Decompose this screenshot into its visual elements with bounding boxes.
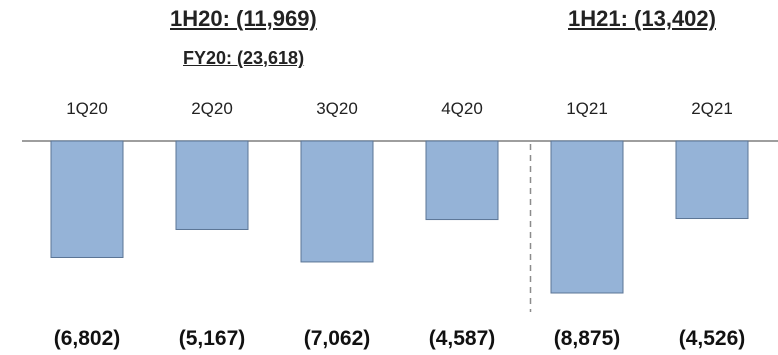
bar-1q21 [550, 140, 624, 294]
h1-2021-title: 1H21: (13,402) [568, 6, 716, 31]
category-label: 4Q20 [441, 99, 483, 118]
bar-3q20 [300, 140, 374, 263]
bar-2q20 [175, 140, 249, 230]
value-label: (4,587) [429, 327, 496, 350]
h1-2020-title: 1H20: (11,969) [170, 6, 317, 31]
category-label: 1Q21 [566, 99, 608, 118]
bar-4q20 [425, 140, 499, 221]
bar-2q21 [675, 140, 749, 220]
value-label: (4,526) [679, 327, 746, 350]
category-label: 2Q21 [691, 99, 733, 118]
value-label: (8,875) [554, 327, 621, 350]
category-label: 2Q20 [191, 99, 233, 118]
bar-1q20 [50, 140, 124, 258]
fy-2020-title: FY20: (23,618) [183, 48, 305, 68]
value-label: (7,062) [304, 327, 371, 350]
value-label: (5,167) [179, 327, 246, 350]
category-label: 1Q20 [66, 99, 108, 118]
value-label: (6,802) [54, 327, 121, 350]
category-label: 3Q20 [316, 99, 358, 118]
